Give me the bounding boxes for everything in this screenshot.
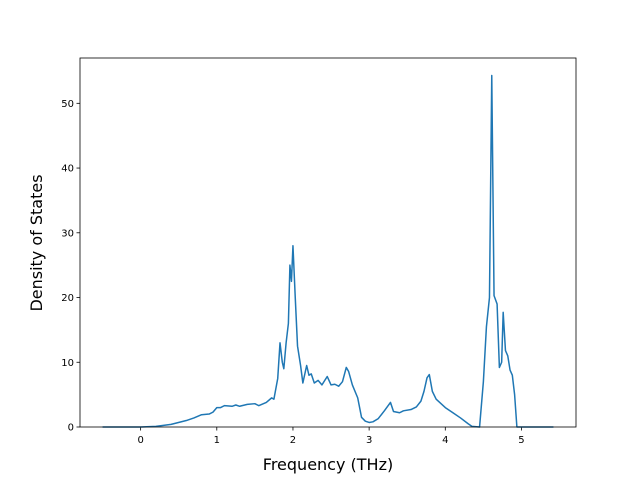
x-tick-label: 3 <box>366 435 372 446</box>
y-tick-label: 40 <box>61 164 74 175</box>
y-tick-label: 10 <box>61 358 74 369</box>
x-tick-label: 0 <box>137 435 143 446</box>
y-tick-label: 0 <box>68 423 74 434</box>
y-axis-label: Density of States <box>27 174 46 311</box>
x-tick-label: 1 <box>214 435 220 446</box>
plot-frame <box>79 57 577 428</box>
x-tick-label: 5 <box>518 435 524 446</box>
x-tick-label: 4 <box>442 435 448 446</box>
x-tick-label: 2 <box>290 435 296 446</box>
x-axis-label: Frequency (THz) <box>263 455 393 474</box>
data-line <box>102 74 554 428</box>
y-tick-label: 50 <box>61 99 74 110</box>
y-tick-label: 20 <box>61 293 74 304</box>
y-tick-label: 30 <box>61 228 74 239</box>
